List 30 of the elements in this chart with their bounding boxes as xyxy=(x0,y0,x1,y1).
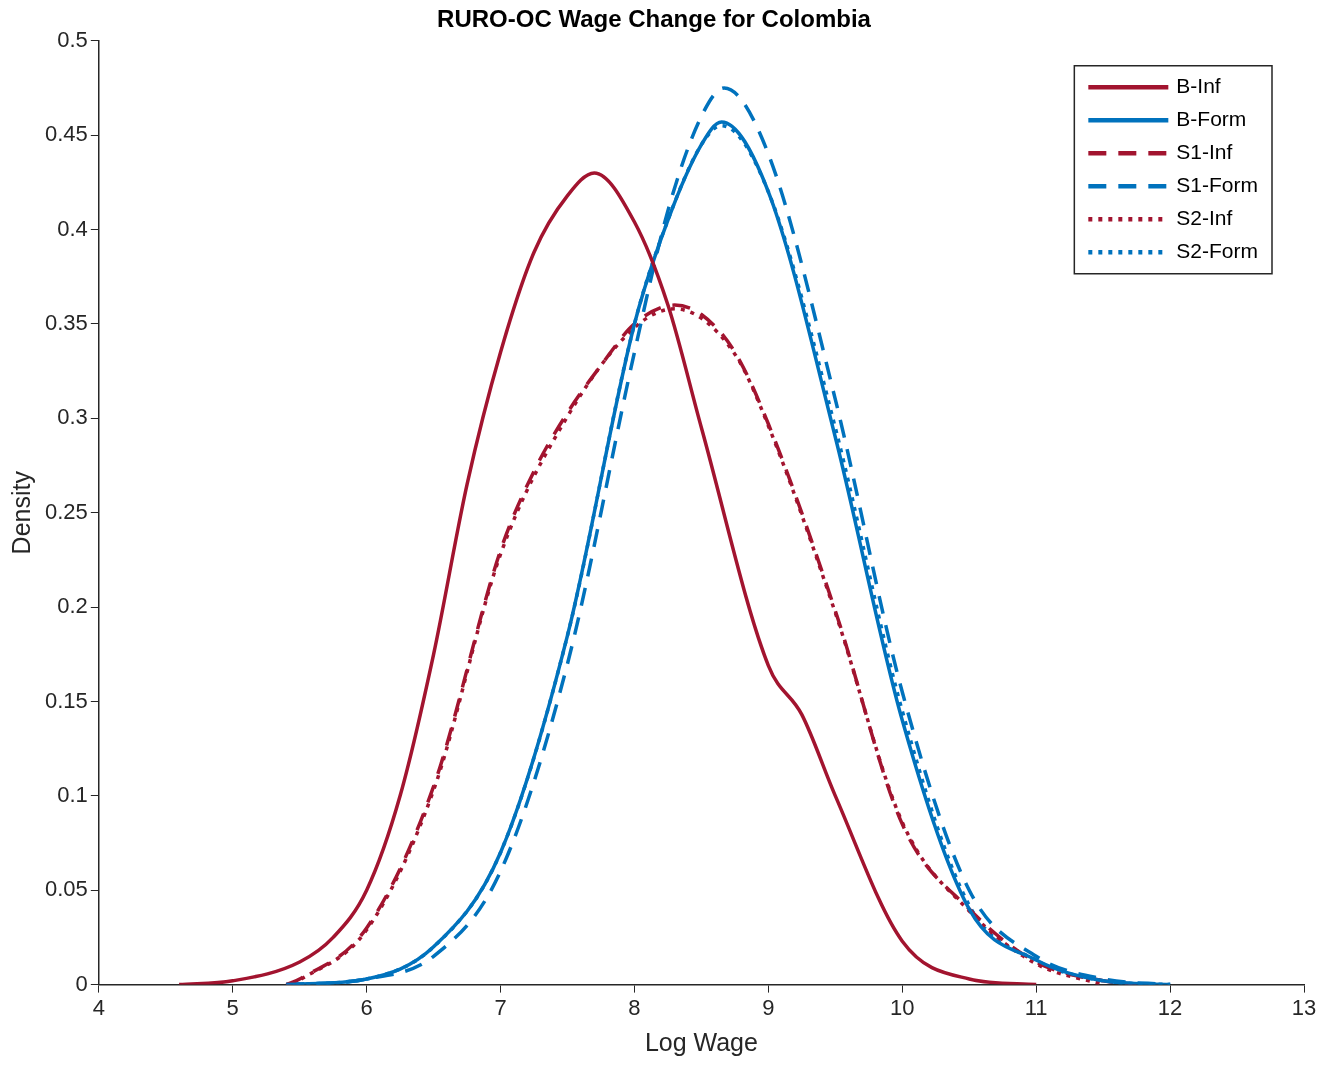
y-tick-label: 0.4 xyxy=(57,215,88,241)
y-tick-label: 0 xyxy=(75,970,88,996)
legend-label: S1-Form xyxy=(1176,173,1259,197)
y-axis-title: Density xyxy=(6,470,35,555)
x-tick-label: 5 xyxy=(226,994,239,1020)
legend-label: S1-Inf xyxy=(1176,140,1233,164)
x-tick-label: 13 xyxy=(1291,994,1317,1020)
legend-label: S2-Form xyxy=(1176,239,1259,263)
x-tick-label: 10 xyxy=(890,994,915,1020)
x-tick-label: 6 xyxy=(360,994,373,1020)
legend-label: B-Inf xyxy=(1176,74,1221,98)
y-tick-label: 0.5 xyxy=(57,26,88,52)
y-tick-label: 0.05 xyxy=(44,876,88,902)
x-tick-label: 7 xyxy=(494,994,507,1020)
y-tick-label: 0.45 xyxy=(44,121,88,147)
x-axis-title: Log Wage xyxy=(644,1027,758,1056)
x-tick-label: 9 xyxy=(762,994,775,1020)
x-tick-label: 12 xyxy=(1157,994,1183,1020)
y-tick-label: 0.35 xyxy=(44,310,88,335)
y-tick-label: 0.25 xyxy=(44,498,88,524)
y-tick-label: 0.15 xyxy=(44,687,88,713)
x-tick-label: 11 xyxy=(1024,994,1048,1020)
y-tick-label: 0.2 xyxy=(57,593,88,619)
legend-label: S2-Inf xyxy=(1176,206,1233,230)
y-tick-label: 0.1 xyxy=(57,781,88,807)
legend-label: B-Form xyxy=(1176,107,1247,131)
x-tick-label: 4 xyxy=(92,994,105,1020)
chart-title: RURO-OC Wage Change for Colombia xyxy=(437,5,872,33)
y-tick-label: 0.3 xyxy=(57,404,88,430)
x-tick-label: 8 xyxy=(628,994,641,1020)
